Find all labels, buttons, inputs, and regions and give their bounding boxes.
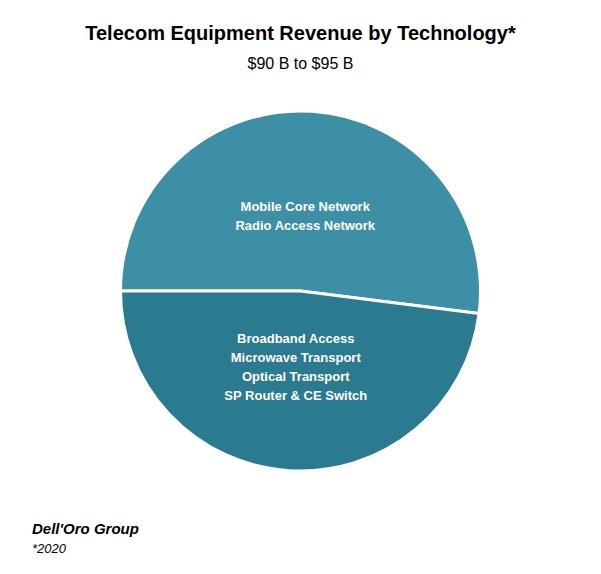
- html-text:$90 B to $95 B: $90 B to $95 B: [247, 55, 354, 72]
- svg-text:Broadband AccessMicrowave Tran: Broadband AccessMicrowave TransportOptic…: [224, 330, 367, 402]
- html-text:*2020: *2020: [32, 541, 66, 556]
- svg-text:Mobile Core NetworkRadio Acces: Mobile Core NetworkRadio Access Network: [235, 199, 375, 233]
- html-text:Dell'Oro Group: Dell'Oro Group: [32, 520, 139, 537]
- html-text:Telecom Equipment Revenue by T: Telecom Equipment Revenue by Technology*: [85, 22, 516, 44]
